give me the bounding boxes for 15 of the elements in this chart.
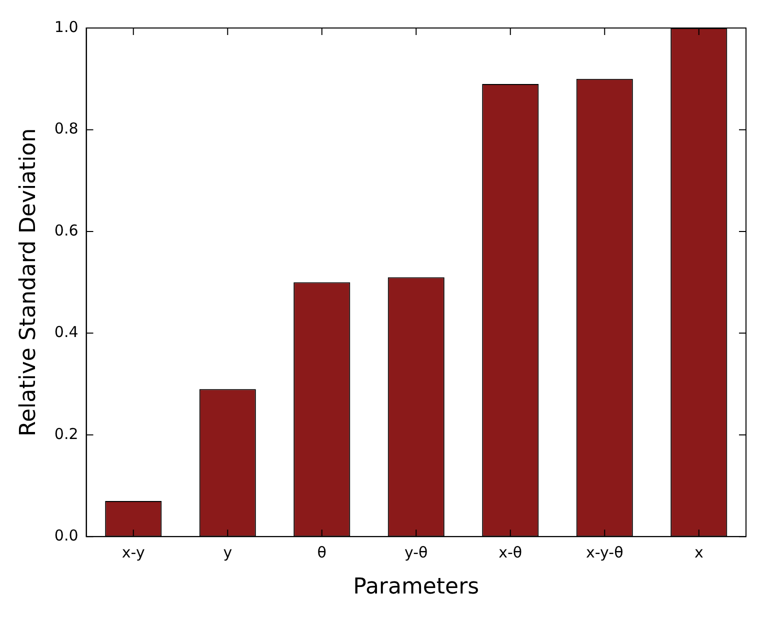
x-tick-label: x-θ: [498, 543, 522, 562]
x-tick-label: θ: [317, 543, 326, 562]
x-tick-label: y: [223, 543, 232, 562]
x-tick-label: x-y: [122, 543, 145, 562]
x-tick-label: x-y-θ: [586, 543, 624, 562]
x-axis-title: Parameters: [353, 574, 480, 600]
y-tick-label: 0.6: [54, 221, 78, 240]
x-tick-label: x: [694, 543, 704, 562]
x-tick-label: y-θ: [404, 543, 428, 562]
y-tick-label: 0.2: [54, 424, 78, 443]
y-tick-label: 1.0: [54, 18, 78, 36]
y-tick-label: 0.4: [54, 323, 78, 342]
y-tick-label: 0.8: [54, 120, 78, 138]
y-axis-title: Relative Standard Deviation: [16, 128, 41, 436]
y-tick-label: 0.0: [54, 526, 78, 544]
